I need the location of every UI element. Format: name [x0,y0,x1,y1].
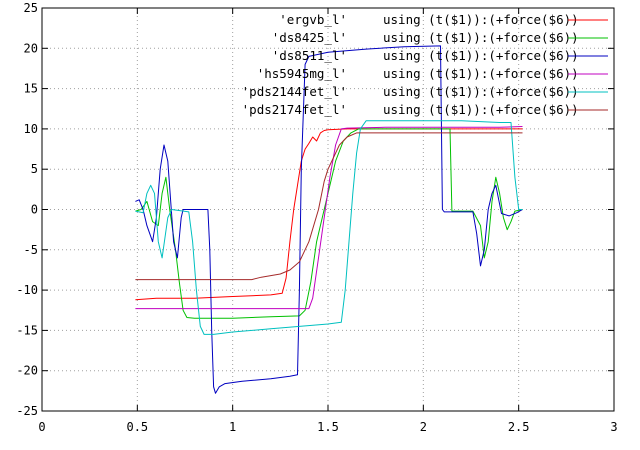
legend-series-name: 'pds2144fet_l' [242,84,347,99]
y-tick-label: -15 [16,323,38,337]
legend-series-name: 'ds8425_l' [272,30,347,45]
y-tick-label: 5 [31,162,38,176]
series-line-4 [135,120,523,335]
legend-series-expression: using (t($1)):(+force($6)) [383,30,579,45]
legend-series-expression: using (t($1)):(+force($6)) [383,102,579,117]
legend-series-expression: using (t($1)):(+force($6)) [383,12,579,27]
legend-series-name: 'ds8511_l' [272,48,347,63]
y-tick-label: 10 [24,122,38,136]
legend-series-expression: using (t($1)):(+force($6)) [383,48,579,63]
legend-series-expression: using (t($1)):(+force($6)) [383,66,579,81]
series-line-5 [135,132,523,281]
series-layer [135,45,523,394]
y-tick-label: 0 [31,203,38,217]
legend-series-name: 'pds2174fet_l' [242,102,347,117]
x-tick-label: 0 [38,420,45,434]
legend-series-expression: using (t($1)):(+force($6)) [383,84,579,99]
y-tick-label: 25 [24,1,38,15]
y-tick-label: -25 [16,404,38,418]
y-tick-label: 20 [24,41,38,55]
x-tick-label: 1.5 [317,420,339,434]
plot-frame [41,7,615,412]
y-tick-label: -10 [16,283,38,297]
legend-series-name: 'hs5945mg_l' [257,66,347,81]
x-tick-label: 2 [420,420,427,434]
x-tick-label: 1 [229,420,236,434]
series-line-3 [135,126,523,310]
x-tick-label: 3 [610,420,617,434]
series-line-2 [135,45,523,394]
x-tick-label: 2.5 [508,420,530,434]
axis-layer: 0 0.5 1 1.5 2 2.5 3 25 20 15 10 5 0 -5 -10 -15 -20 -25 [16,1,617,434]
legend-series-name: 'ergvb_l' [279,12,347,27]
y-tick-label: -5 [24,243,38,257]
y-tick-label: 15 [24,82,38,96]
series-line-0 [135,128,523,301]
y-tick-label: -20 [16,364,38,378]
series-line-1 [135,128,523,319]
legend: 'ergvb_l' using (t($1)):(+force($6))'ds84… [242,12,608,117]
x-tick-label: 0.5 [126,420,148,434]
